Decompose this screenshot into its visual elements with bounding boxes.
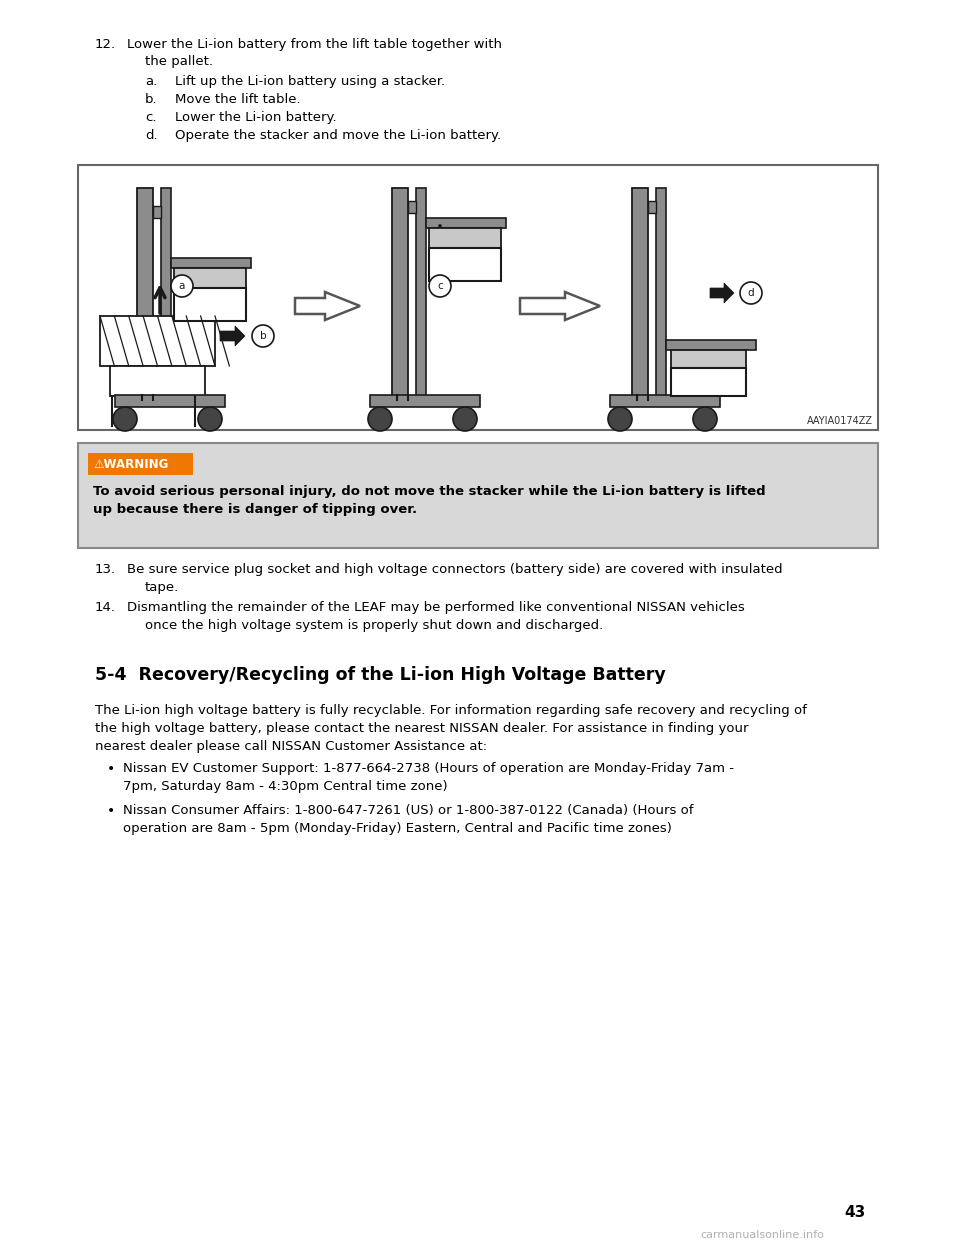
Text: Nissan Consumer Affairs: 1-800-647-7261 (US) or 1-800-387-0122 (Canada) (Hours o: Nissan Consumer Affairs: 1-800-647-7261 … bbox=[123, 804, 693, 817]
Bar bbox=[416, 188, 426, 405]
Bar bbox=[408, 201, 416, 212]
Text: 7pm, Saturday 8am - 4:30pm Central time zone): 7pm, Saturday 8am - 4:30pm Central time … bbox=[123, 780, 447, 792]
Text: ⚠WARNING: ⚠WARNING bbox=[93, 457, 168, 471]
Text: To avoid serious personal injury, do not move the stacker while the Li-ion batte: To avoid serious personal injury, do not… bbox=[93, 484, 766, 498]
Circle shape bbox=[429, 274, 451, 297]
Bar bbox=[100, 315, 215, 366]
Circle shape bbox=[453, 407, 477, 431]
Text: the high voltage battery, please contact the nearest NISSAN dealer. For assistan: the high voltage battery, please contact… bbox=[95, 722, 749, 735]
Circle shape bbox=[171, 274, 193, 297]
Text: AAYIA0174ZZ: AAYIA0174ZZ bbox=[807, 416, 873, 426]
Polygon shape bbox=[520, 292, 600, 320]
Bar bbox=[656, 188, 666, 405]
Polygon shape bbox=[295, 292, 360, 320]
Circle shape bbox=[113, 407, 137, 431]
Text: up because there is danger of tipping over.: up because there is danger of tipping ov… bbox=[93, 503, 418, 515]
Text: carmanualsonline.info: carmanualsonline.info bbox=[700, 1230, 824, 1240]
Text: tape.: tape. bbox=[145, 581, 180, 594]
Text: •: • bbox=[107, 804, 115, 818]
Text: 14.: 14. bbox=[95, 601, 116, 614]
Text: Lift up the Li-ion battery using a stacker.: Lift up the Li-ion battery using a stack… bbox=[175, 75, 445, 88]
Bar bbox=[426, 219, 506, 229]
Bar bbox=[671, 350, 746, 368]
Bar bbox=[671, 368, 746, 396]
Bar bbox=[153, 206, 161, 219]
Bar bbox=[174, 288, 246, 320]
Polygon shape bbox=[220, 325, 245, 347]
Bar bbox=[171, 258, 251, 268]
Text: c.: c. bbox=[145, 111, 156, 124]
Text: 43: 43 bbox=[845, 1205, 866, 1220]
Circle shape bbox=[368, 407, 392, 431]
Bar bbox=[88, 453, 193, 474]
Bar bbox=[78, 443, 878, 548]
Text: 5-4  Recovery/Recycling of the Li-ion High Voltage Battery: 5-4 Recovery/Recycling of the Li-ion Hig… bbox=[95, 666, 665, 684]
Text: Lower the Li-ion battery from the lift table together with: Lower the Li-ion battery from the lift t… bbox=[127, 39, 502, 51]
Circle shape bbox=[693, 407, 717, 431]
Bar bbox=[110, 366, 205, 396]
Text: Lower the Li-ion battery.: Lower the Li-ion battery. bbox=[175, 111, 337, 124]
Polygon shape bbox=[710, 283, 734, 303]
Text: •: • bbox=[107, 763, 115, 776]
Bar bbox=[648, 201, 656, 212]
Text: 13.: 13. bbox=[95, 563, 116, 576]
Circle shape bbox=[608, 407, 632, 431]
Text: the pallet.: the pallet. bbox=[145, 55, 213, 68]
Bar bbox=[161, 188, 171, 405]
Bar bbox=[370, 395, 480, 407]
Text: 12.: 12. bbox=[95, 39, 116, 51]
Circle shape bbox=[740, 282, 762, 304]
Bar bbox=[174, 268, 246, 288]
Text: Be sure service plug socket and high voltage connectors (battery side) are cover: Be sure service plug socket and high vol… bbox=[127, 563, 782, 576]
Text: d.: d. bbox=[145, 129, 157, 142]
Text: Nissan EV Customer Support: 1-877-664-2738 (Hours of operation are Monday-Friday: Nissan EV Customer Support: 1-877-664-27… bbox=[123, 763, 734, 775]
Text: Dismantling the remainder of the LEAF may be performed like conventional NISSAN : Dismantling the remainder of the LEAF ma… bbox=[127, 601, 745, 614]
Circle shape bbox=[198, 407, 222, 431]
Text: b.: b. bbox=[145, 93, 157, 106]
Text: d: d bbox=[748, 288, 755, 298]
Bar bbox=[78, 165, 878, 430]
Bar bbox=[115, 395, 225, 407]
Bar bbox=[137, 188, 153, 405]
Circle shape bbox=[252, 325, 274, 347]
Text: a.: a. bbox=[145, 75, 157, 88]
Text: The Li-ion high voltage battery is fully recyclable. For information regarding s: The Li-ion high voltage battery is fully… bbox=[95, 704, 806, 717]
Bar bbox=[429, 248, 501, 281]
Text: c: c bbox=[437, 281, 443, 291]
Bar bbox=[392, 188, 408, 405]
Text: a: a bbox=[179, 281, 185, 291]
Bar bbox=[632, 188, 648, 405]
Text: operation are 8am - 5pm (Monday-Friday) Eastern, Central and Pacific time zones): operation are 8am - 5pm (Monday-Friday) … bbox=[123, 822, 672, 835]
Bar bbox=[666, 340, 756, 350]
Text: b: b bbox=[260, 332, 266, 342]
Bar bbox=[429, 229, 501, 248]
Bar bbox=[610, 395, 720, 407]
Text: Move the lift table.: Move the lift table. bbox=[175, 93, 300, 106]
Text: Operate the stacker and move the Li-ion battery.: Operate the stacker and move the Li-ion … bbox=[175, 129, 501, 142]
Text: nearest dealer please call NISSAN Customer Assistance at:: nearest dealer please call NISSAN Custom… bbox=[95, 740, 487, 753]
Text: once the high voltage system is properly shut down and discharged.: once the high voltage system is properly… bbox=[145, 619, 603, 632]
